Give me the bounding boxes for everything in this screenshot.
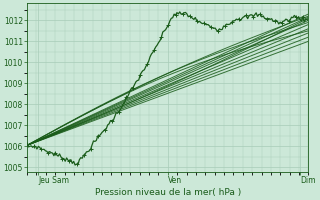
X-axis label: Pression niveau de la mer( hPa ): Pression niveau de la mer( hPa ) bbox=[95, 188, 241, 197]
